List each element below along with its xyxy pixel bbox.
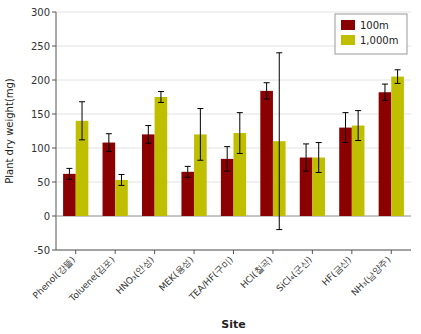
error-bar xyxy=(185,166,191,177)
x-tick xyxy=(312,250,313,254)
error-bar xyxy=(158,92,164,103)
x-tick-label: SiCl₄(군산) xyxy=(274,254,313,293)
x-axis-label: Site xyxy=(221,318,245,331)
y-tick xyxy=(52,216,56,217)
bar xyxy=(115,180,128,216)
y-tick-label: 50 xyxy=(37,177,50,188)
x-tick-label: Toluene(김포) xyxy=(67,254,117,304)
bar xyxy=(142,134,155,216)
error-bar xyxy=(382,84,388,100)
x-tick-label: HNO₃(안성) xyxy=(114,254,156,296)
error-bar xyxy=(224,147,230,171)
y-tick-label: 200 xyxy=(31,75,50,86)
x-tick xyxy=(272,250,273,254)
x-tick xyxy=(115,250,116,254)
legend-label: 100m xyxy=(360,20,389,31)
y-tick-label: 150 xyxy=(31,109,50,120)
legend-swatch xyxy=(341,20,355,30)
error-bar xyxy=(264,83,270,99)
x-tick xyxy=(154,250,155,254)
error-bar xyxy=(118,175,124,186)
x-tick xyxy=(75,250,76,254)
x-tick-label: HCl(칠곡) xyxy=(239,254,275,290)
error-bar xyxy=(395,70,401,84)
legend-swatch xyxy=(341,35,355,45)
x-tick-label: NH₃(남양주) xyxy=(349,254,392,297)
y-tick-label: -50 xyxy=(34,245,50,256)
y-tick xyxy=(52,148,56,149)
error-bar xyxy=(66,168,72,179)
bar xyxy=(379,92,392,216)
x-tick xyxy=(351,250,352,254)
chart: -50050100150200250300Phenol(강뜰)Toluene(김… xyxy=(0,0,421,334)
error-bar xyxy=(355,111,361,141)
legend-box xyxy=(335,14,407,54)
error-bar xyxy=(316,143,322,173)
y-tick-label: 100 xyxy=(31,143,50,154)
error-bar xyxy=(197,109,203,161)
error-bar xyxy=(79,102,85,140)
bar xyxy=(181,172,194,216)
bar xyxy=(391,77,404,216)
y-tick xyxy=(52,250,56,251)
x-tick xyxy=(194,250,195,254)
y-tick xyxy=(52,114,56,115)
grid-line xyxy=(56,80,411,81)
y-tick-label: 300 xyxy=(31,7,50,18)
x-tick-label: TEA/HF(구미) xyxy=(187,254,235,302)
grid-line xyxy=(56,12,411,13)
error-bar xyxy=(303,144,309,171)
y-axis xyxy=(56,12,57,250)
error-bar xyxy=(343,113,349,143)
x-tick-label: MEK(용성) xyxy=(157,254,195,292)
error-bar xyxy=(145,126,151,144)
legend: 100m 1,000m xyxy=(335,14,407,54)
y-tick-label: 250 xyxy=(31,41,50,52)
error-bar xyxy=(276,53,282,230)
y-tick xyxy=(52,80,56,81)
bar xyxy=(63,174,76,216)
x-tick xyxy=(391,250,392,254)
legend-label: 1,000m xyxy=(360,35,398,46)
y-tick xyxy=(52,46,56,47)
error-bar xyxy=(237,113,243,154)
bar xyxy=(103,143,116,216)
y-tick xyxy=(52,182,56,183)
x-tick-label: HF(금산) xyxy=(320,254,353,287)
x-tick xyxy=(233,250,234,254)
bar xyxy=(155,97,168,216)
error-bar xyxy=(106,134,112,152)
y-axis-label: Plant dry weight(mg) xyxy=(4,78,15,184)
y-tick-label: 0 xyxy=(44,211,50,222)
bar xyxy=(260,91,273,216)
y-tick xyxy=(52,12,56,13)
plot-area xyxy=(56,53,411,230)
